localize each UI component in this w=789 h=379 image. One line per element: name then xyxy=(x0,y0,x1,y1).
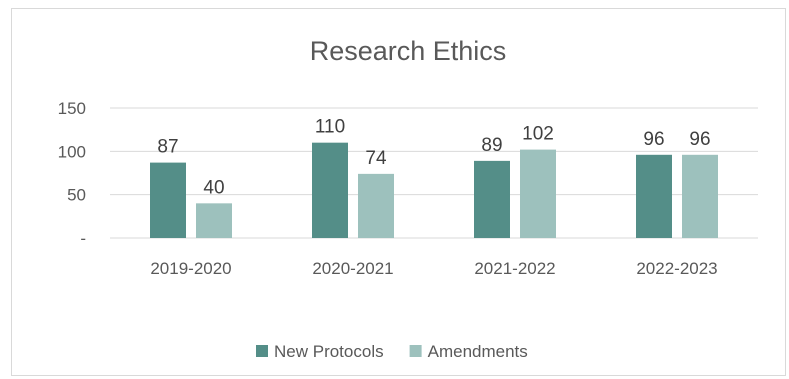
data-label: 102 xyxy=(522,124,554,145)
x-tick-label: 2022-2023 xyxy=(636,259,717,278)
data-label: 110 xyxy=(315,117,345,138)
bar-new-protocols-2019-2020 xyxy=(150,162,186,238)
data-label: 96 xyxy=(689,129,710,150)
legend: New Protocols Amendments xyxy=(256,342,528,361)
legend-swatch xyxy=(256,345,268,357)
x-tick-label: 2021-2022 xyxy=(474,259,555,278)
data-label: 40 xyxy=(203,177,224,198)
bar-amendments-2020-2021 xyxy=(358,173,394,238)
x-axis: 2019-2020 2020-2021 2021-2022 2022-2023 xyxy=(150,259,717,278)
y-tick-label: 150 xyxy=(58,99,86,118)
legend-swatch xyxy=(409,345,422,357)
bar-new-protocols-2021-2022 xyxy=(474,160,510,238)
bar-new-protocols-2022-2023 xyxy=(636,154,672,238)
bar-amendments-2021-2022 xyxy=(520,149,556,238)
chart-title: Research Ethics xyxy=(310,36,507,66)
bars: 87 40 110 74 89 102 96 96 xyxy=(150,117,718,238)
x-tick-label: 2020-2021 xyxy=(312,259,393,278)
data-label: 96 xyxy=(643,129,664,150)
y-axis: - 50 100 150 xyxy=(58,99,86,248)
y-tick-label: - xyxy=(80,229,86,248)
y-tick-label: 50 xyxy=(67,186,86,205)
bar-new-protocols-2020-2021 xyxy=(312,142,348,238)
data-label: 87 xyxy=(157,137,178,158)
legend-label: Amendments xyxy=(428,342,528,361)
x-tick-label: 2019-2020 xyxy=(150,259,231,278)
legend-label: New Protocols xyxy=(274,342,384,361)
bar-amendments-2022-2023 xyxy=(682,154,718,238)
data-label: 74 xyxy=(365,148,387,169)
y-tick-label: 100 xyxy=(58,142,86,161)
data-label: 89 xyxy=(481,135,502,156)
bar-amendments-2019-2020 xyxy=(196,203,232,238)
